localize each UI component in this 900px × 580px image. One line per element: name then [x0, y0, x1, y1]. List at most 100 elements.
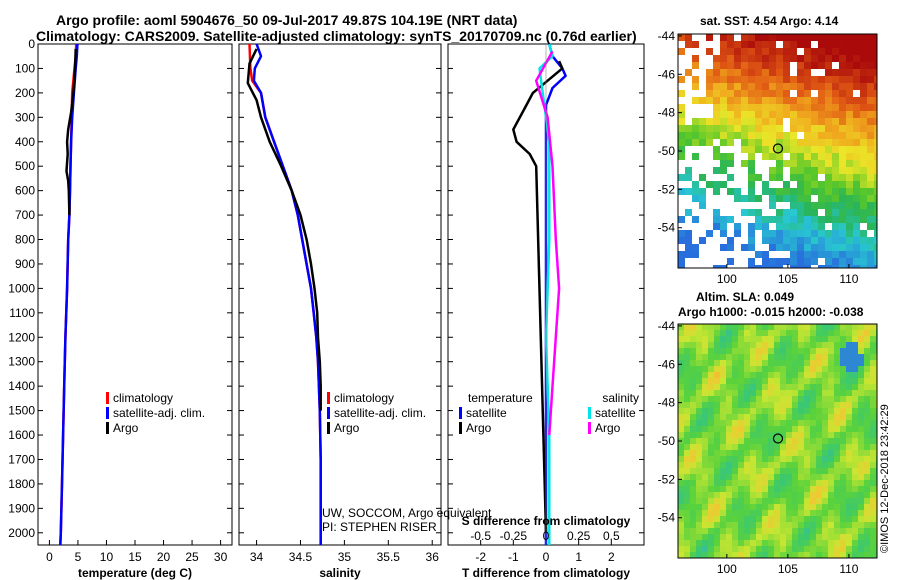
heatmap-cell	[741, 181, 748, 188]
heatmap-cell	[720, 372, 726, 378]
heatmap-cell	[720, 510, 726, 516]
heatmap-cell	[858, 372, 864, 378]
heatmap-cell	[732, 414, 738, 420]
heatmap-cell	[811, 188, 818, 195]
heatmap-cell	[864, 408, 870, 414]
heatmap-cell	[678, 468, 684, 474]
heatmap-cell	[846, 167, 853, 174]
heatmap-cell	[834, 480, 840, 486]
heatmap-cell	[870, 450, 876, 456]
heatmap-cell	[870, 528, 876, 534]
heatmap-cell	[839, 230, 846, 237]
heatmap-cell	[792, 492, 798, 498]
heatmap-cell	[783, 48, 790, 55]
heatmap-cell	[713, 104, 720, 111]
heatmap-cell	[706, 195, 713, 202]
heatmap-cell	[846, 237, 853, 244]
heatmap-cell	[870, 510, 876, 516]
heatmap-cell	[774, 414, 780, 420]
heatmap-cell	[783, 83, 790, 90]
heatmap-cell	[685, 62, 692, 69]
heatmap-cell	[741, 258, 748, 265]
heatmap-cell	[713, 97, 720, 104]
heatmap-cell	[790, 230, 797, 237]
heatmap-cell	[822, 480, 828, 486]
heatmap-cell	[732, 360, 738, 366]
heatmap-cell	[762, 396, 768, 402]
heatmap-cell	[776, 160, 783, 167]
heatmap-cell	[804, 432, 810, 438]
heatmap-cell	[776, 62, 783, 69]
heatmap-cell	[811, 83, 818, 90]
heatmap-cell	[690, 498, 696, 504]
heatmap-cell	[684, 330, 690, 336]
heatmap-cell	[708, 522, 714, 528]
heatmap-cell	[816, 336, 822, 342]
heatmap-cell	[852, 492, 858, 498]
heatmap-cell	[780, 336, 786, 342]
heatmap-cell	[685, 118, 692, 125]
heatmap-cell	[858, 504, 864, 510]
heatmap-cell	[790, 55, 797, 62]
heatmap-cell	[874, 174, 877, 181]
heatmap-cell	[786, 348, 792, 354]
heatmap-cell	[738, 516, 744, 522]
heatmap-cell	[762, 55, 769, 62]
heatmap-cell	[840, 498, 846, 504]
heatmap-cell	[720, 62, 727, 69]
heatmap-cell	[860, 237, 867, 244]
heatmap-cell	[834, 384, 840, 390]
heatmap-cell	[720, 414, 726, 420]
heatmap-cell	[853, 188, 860, 195]
heatmap-cell	[825, 258, 832, 265]
heatmap-cell	[690, 372, 696, 378]
heatmap-cell	[834, 426, 840, 432]
heatmap-cell	[780, 330, 786, 336]
heatmap-cell	[792, 420, 798, 426]
heatmap-cell	[762, 97, 769, 104]
heatmap-cell	[706, 237, 713, 244]
heatmap-cell	[748, 125, 755, 132]
heatmap-cell	[839, 153, 846, 160]
heatmap-cell	[748, 258, 755, 265]
heatmap-cell	[714, 456, 720, 462]
heatmap-cell	[828, 504, 834, 510]
heatmap-cell	[840, 432, 846, 438]
heatmap-cell	[840, 456, 846, 462]
heatmap-cell	[774, 330, 780, 336]
map-y-tick-label: -48	[658, 106, 676, 120]
heatmap-cell	[762, 188, 769, 195]
heatmap-cell	[852, 324, 858, 330]
credit-line-2: PI: STEPHEN RISER	[322, 520, 437, 534]
heatmap-cell	[798, 348, 804, 354]
heatmap-cell	[798, 432, 804, 438]
heatmap-cell	[685, 76, 692, 83]
heatmap-cell	[713, 244, 720, 251]
heatmap-cell	[811, 104, 818, 111]
heatmap-cell	[816, 480, 822, 486]
heatmap-cell	[874, 195, 877, 202]
heatmap-cell	[776, 202, 783, 209]
heatmap-cell	[870, 426, 876, 432]
heatmap-cell	[678, 132, 685, 139]
heatmap-cell	[832, 97, 839, 104]
heatmap-cell	[702, 360, 708, 366]
heatmap-cell	[864, 516, 870, 522]
heatmap-cell	[825, 132, 832, 139]
heatmap-cell	[853, 181, 860, 188]
heatmap-cell	[726, 390, 732, 396]
heatmap-cell	[744, 366, 750, 372]
heatmap-cell	[750, 462, 756, 468]
heatmap-cell	[858, 498, 864, 504]
heatmap-cell	[832, 174, 839, 181]
heatmap-cell	[748, 146, 755, 153]
heatmap-cell	[720, 90, 727, 97]
heatmap-cell	[748, 62, 755, 69]
heatmap-cell	[699, 153, 706, 160]
heatmap-cell	[741, 195, 748, 202]
heatmap-cell	[780, 462, 786, 468]
heatmap-cell	[684, 336, 690, 342]
heatmap-cell	[692, 230, 699, 237]
heatmap-cell	[706, 41, 713, 48]
heatmap-cell	[804, 48, 811, 55]
